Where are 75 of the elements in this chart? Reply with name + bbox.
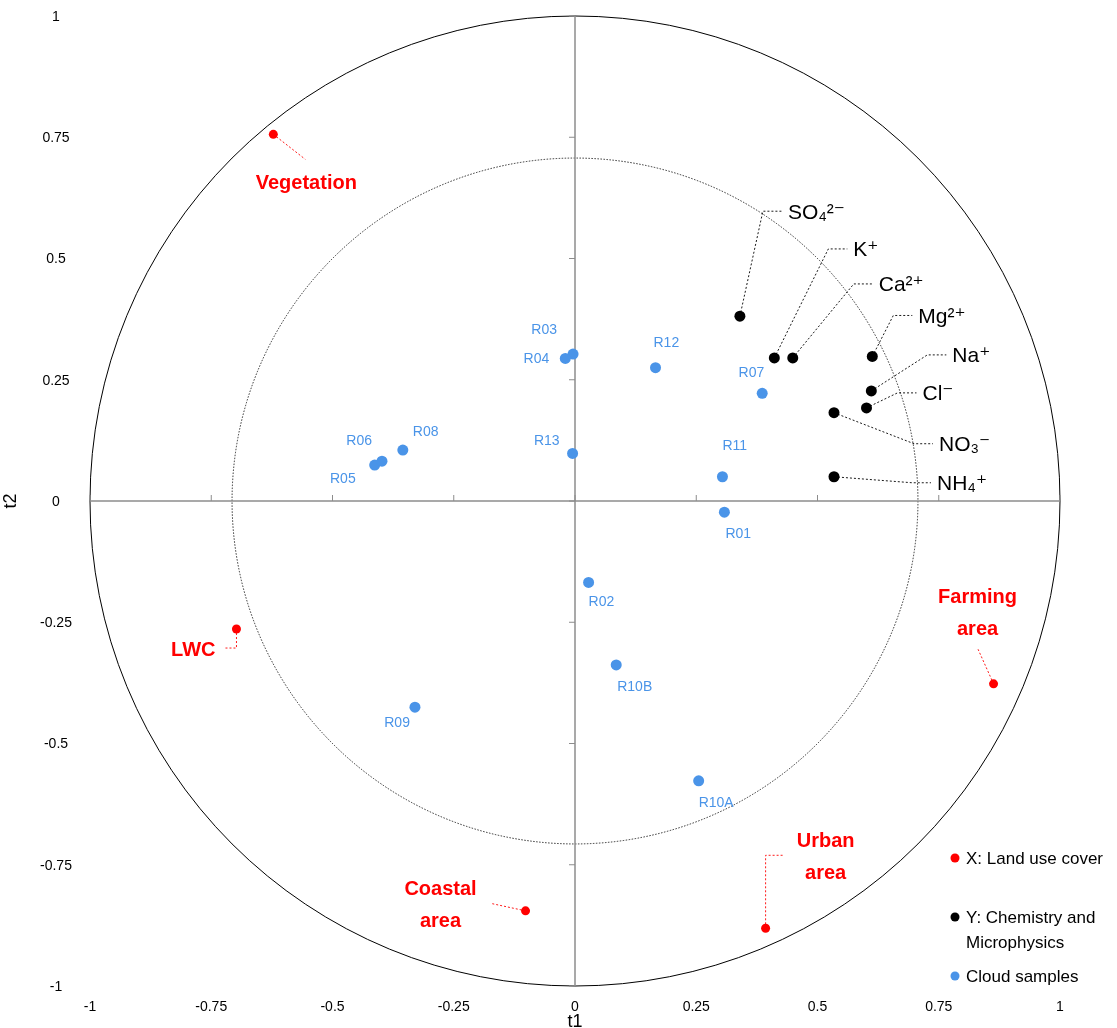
data-label: Cl⁻ [922, 381, 954, 405]
data-label: Na⁺ [952, 343, 991, 367]
data-label: R11 [722, 436, 748, 453]
legend-label: X: Land use cover [966, 848, 1104, 868]
data-label: Urban area [796, 829, 855, 884]
point [268, 129, 278, 139]
point [768, 352, 780, 364]
y-tick-label: -0.75 [40, 856, 73, 873]
x-tick-label: -0.25 [437, 998, 470, 1014]
y-tick-label: 0.75 [42, 129, 70, 146]
data-label: R04 [523, 350, 550, 367]
data-label: Mg²⁺ [918, 303, 966, 327]
point [718, 506, 730, 518]
point [866, 350, 878, 362]
data-label: LWC [171, 637, 216, 660]
point [787, 352, 799, 364]
data-label: R02 [588, 593, 615, 610]
point [650, 362, 662, 374]
data-label: K⁺ [853, 237, 879, 261]
data-label: R08 [412, 422, 439, 439]
point [865, 385, 877, 397]
x-tick-label: 0.25 [682, 998, 711, 1014]
x-tick-label: 0.75 [925, 998, 953, 1014]
y-tick-label: 0.5 [46, 250, 66, 267]
point [693, 775, 705, 787]
x-tick-label: -0.75 [195, 998, 228, 1014]
legend-label: Cloud samples [966, 966, 1079, 986]
point [397, 444, 409, 456]
data-label: Ca²⁺ [878, 272, 924, 296]
y-tick-label: 1 [52, 7, 61, 24]
point [828, 407, 840, 419]
point [761, 923, 771, 933]
data-label: R07 [738, 364, 765, 381]
point [828, 471, 840, 483]
point [756, 387, 768, 399]
x-tick-label: 0.5 [807, 998, 828, 1014]
data-label: R06 [346, 432, 373, 449]
point [860, 402, 872, 414]
point [521, 906, 531, 916]
data-label: Coastal area [404, 876, 477, 931]
data-label: R10A [698, 793, 735, 810]
data-label: R12 [653, 333, 680, 350]
data-label: R03 [531, 320, 558, 337]
data-label: R01 [725, 525, 752, 542]
data-label: R10B [617, 677, 653, 694]
y-tick-label: -0.5 [43, 735, 69, 752]
x-axis-title: t1 [567, 1011, 583, 1028]
point [716, 471, 728, 483]
point [559, 352, 571, 364]
point [583, 576, 595, 588]
y-tick-label: -1 [49, 977, 63, 994]
data-label: Farming area [938, 584, 1018, 639]
y-tick-label: -0.25 [40, 614, 73, 631]
point [610, 659, 622, 671]
data-label: NH₄⁺ [936, 471, 987, 495]
point [567, 447, 579, 459]
point [734, 310, 746, 322]
data-label: R13 [533, 432, 560, 449]
point [409, 701, 421, 713]
point [376, 455, 388, 467]
x-tick-label: -0.5 [320, 998, 345, 1014]
point [989, 679, 999, 689]
y-tick-label: 0.25 [42, 371, 70, 388]
x-tick-label: -1 [83, 998, 97, 1014]
data-label: SO₄²⁻ [787, 199, 845, 223]
data-label: NO₃⁻ [938, 432, 991, 456]
data-label: R05 [330, 470, 356, 487]
y-axis-title: t2 [0, 493, 20, 509]
legend-label: Y: Chemistry and Microphysics [966, 907, 1096, 952]
data-label: Vegetation [255, 171, 357, 194]
x-tick-label: 1 [1056, 998, 1065, 1014]
y-tick-label: 0 [52, 492, 61, 509]
point [231, 624, 241, 634]
data-label: R09 [384, 714, 411, 731]
x-tick-label: 0 [571, 998, 580, 1014]
